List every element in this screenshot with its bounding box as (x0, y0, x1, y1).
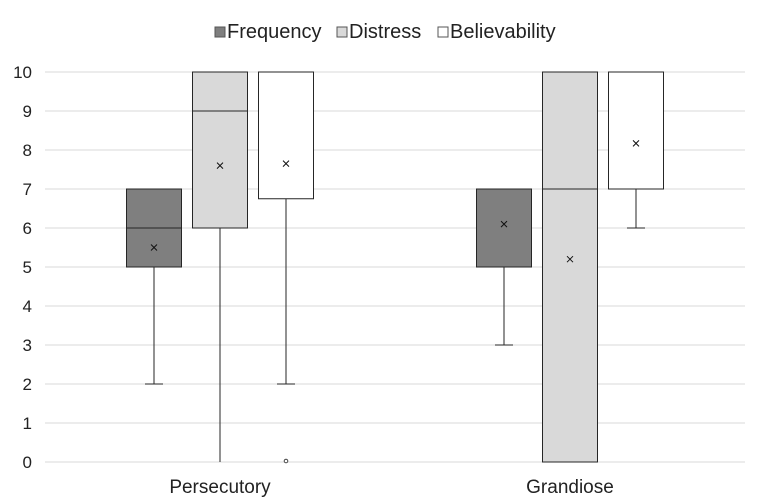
box-believability-persecutory (258, 71, 314, 464)
box-believability-grandiose-body (608, 71, 664, 190)
y-tick-label-0: 0 (23, 453, 32, 472)
legend-label-frequency: Frequency (227, 21, 322, 43)
legend-item-believability: Believability (437, 21, 556, 43)
y-tick-label-3: 3 (23, 336, 32, 355)
y-tick-label-8: 8 (23, 141, 32, 160)
box-distress-persecutory-body (192, 71, 248, 229)
y-axis-ticks: 0 1 2 3 4 5 6 7 8 9 10 (13, 63, 32, 472)
legend-swatch-believability (437, 26, 449, 38)
box-frequency-persecutory (126, 188, 182, 385)
box-distress-grandiose-mean-marker (566, 255, 574, 263)
legend-item-distress: Distress (336, 21, 421, 43)
box-believability-persecutory-body (258, 71, 314, 200)
box-believability-persecutory-mean-marker (282, 160, 290, 168)
y-tick-label-5: 5 (23, 258, 32, 277)
box-frequency-grandiose-mean-marker (500, 220, 508, 228)
box-frequency-persecutory-mean-marker (150, 244, 158, 251)
legend-swatch-distress (336, 26, 348, 38)
y-tick-label-9: 9 (23, 102, 32, 121)
box-frequency-grandiose (476, 188, 532, 346)
legend: Frequency Distress Believability (214, 21, 556, 43)
y-tick-label-7: 7 (23, 180, 32, 199)
legend-label-distress: Distress (349, 21, 421, 43)
box-series (126, 71, 664, 464)
box-believability-persecutory-outlier-0 (283, 458, 289, 464)
box-distress-grandiose-body (542, 71, 598, 463)
box-distress-persecutory-mean-marker (216, 162, 224, 169)
y-tick-label-10: 10 (13, 63, 32, 82)
legend-item-frequency: Frequency (214, 21, 322, 43)
box-believability-grandiose (608, 71, 664, 229)
box-frequency-grandiose-body (476, 188, 532, 268)
legend-label-believability: Believability (450, 21, 556, 43)
y-tick-label-4: 4 (23, 297, 32, 316)
legend-swatch-frequency (214, 26, 226, 38)
y-tick-label-1: 1 (23, 414, 32, 433)
category-label-grandiose: Grandiose (526, 477, 614, 498)
category-label-persecutory: Persecutory (169, 477, 271, 498)
y-tick-label-2: 2 (23, 375, 32, 394)
box-distress-persecutory (192, 71, 248, 462)
category-labels: Persecutory Grandiose (169, 477, 614, 498)
box-believability-grandiose-mean-marker (632, 140, 640, 147)
y-tick-label-6: 6 (23, 219, 32, 238)
box-distress-grandiose (542, 71, 598, 463)
